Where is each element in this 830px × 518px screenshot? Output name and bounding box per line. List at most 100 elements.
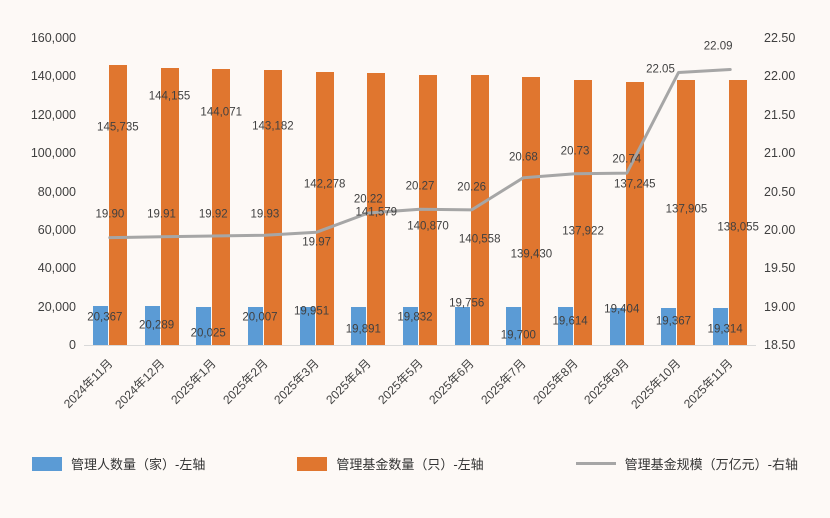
data-label-fund-scale: 19.90 xyxy=(95,208,125,221)
legend: 管理人数量（家）-左轴 管理基金数量（只）-左轴 管理基金规模（万亿元）-右轴 xyxy=(32,454,798,473)
data-label-manager-count: 20,025 xyxy=(190,327,226,340)
data-label-fund-scale: 20.68 xyxy=(508,151,538,164)
data-label-fund-count: 144,155 xyxy=(148,90,191,103)
bar-manager-count xyxy=(351,306,367,345)
y-axis-tick-left: 100,000 xyxy=(30,146,76,161)
bar-manager-count xyxy=(299,306,315,345)
data-label-fund-count: 145,735 xyxy=(97,121,139,134)
legend-item-fund-scale: 管理基金规模（万亿元）-右轴 xyxy=(575,454,798,473)
data-label-fund-count: 140,558 xyxy=(458,233,501,246)
bar-manager-count xyxy=(247,306,263,345)
x-axis-label: 2025年2月 xyxy=(219,356,271,407)
x-axis-label: 2025年4月 xyxy=(323,356,374,407)
bar-fund-count xyxy=(108,65,127,345)
data-label-fund-scale: 20.22 xyxy=(353,193,383,206)
data-label-fund-count: 137,245 xyxy=(613,178,656,191)
y-axis-tick-left: 60,000 xyxy=(37,222,76,237)
bar-fund-count xyxy=(574,80,593,345)
y-axis-tick-left: 120,000 xyxy=(30,107,76,122)
y-axis-tick-right: 20.00 xyxy=(764,222,796,237)
x-axis-label: 2024年11月 xyxy=(60,356,116,411)
data-label-fund-count: 140,870 xyxy=(407,220,449,233)
x-axis-label: 2025年6月 xyxy=(426,356,478,407)
data-label-fund-scale: 19.97 xyxy=(302,236,331,249)
legend-label-fund-scale: 管理基金规模（万亿元）-右轴 xyxy=(624,457,798,472)
data-label-manager-count: 20,289 xyxy=(138,319,175,332)
data-label-fund-count: 142,278 xyxy=(303,178,346,191)
legend-item-manager-count: 管理人数量（家）-左轴 xyxy=(32,454,205,473)
y-axis-tick-left: 0 xyxy=(69,338,76,352)
data-label-manager-count: 20,007 xyxy=(242,311,278,324)
data-label-fund-count: 144,071 xyxy=(200,106,243,119)
bar-fund-count xyxy=(419,74,437,345)
y-axis-tick-left: 140,000 xyxy=(30,69,76,84)
bar-manager-count xyxy=(506,307,522,345)
bar-manager-count xyxy=(609,307,625,345)
data-label-fund-scale: 22.09 xyxy=(703,40,733,53)
data-label-fund-count: 143,182 xyxy=(252,120,294,133)
data-label-fund-scale: 20.73 xyxy=(560,145,590,158)
data-label-manager-count: 19,700 xyxy=(500,329,536,342)
data-label-manager-count: 19,756 xyxy=(449,297,485,310)
x-axis-line xyxy=(84,345,756,346)
y-axis-tick-right: 20.50 xyxy=(764,184,796,199)
bar-fund-count xyxy=(729,80,748,345)
x-axis-label: 2025年5月 xyxy=(374,356,426,407)
data-label-manager-count: 19,404 xyxy=(604,303,640,316)
legend-label-fund-count: 管理基金数量（只）-左轴 xyxy=(336,457,484,472)
data-label-fund-count: 137,905 xyxy=(665,203,708,216)
data-label-manager-count: 20,367 xyxy=(87,311,123,324)
data-label-manager-count: 19,314 xyxy=(707,323,743,336)
bar-manager-count xyxy=(713,307,729,345)
bar-manager-count xyxy=(403,306,418,345)
legend-swatch-orange-bar xyxy=(297,456,328,471)
x-axis-label: 2024年12月 xyxy=(111,356,167,412)
x-axis-label: 2025年3月 xyxy=(271,356,322,407)
y-axis-tick-right: 19.00 xyxy=(764,299,796,314)
data-label-fund-count: 137,922 xyxy=(562,225,604,238)
y-axis-tick-left: 80,000 xyxy=(37,184,76,199)
x-axis-label: 2025年10月 xyxy=(628,356,684,412)
data-label-manager-count: 19,614 xyxy=(552,315,588,328)
x-axis-label: 2025年9月 xyxy=(581,356,633,407)
y-axis-tick-left: 20,000 xyxy=(37,299,76,314)
data-label-fund-count: 139,430 xyxy=(510,248,553,261)
data-label-manager-count: 19,367 xyxy=(655,315,692,328)
bar-fund-count xyxy=(522,77,541,345)
y-axis-tick-right: 22.50 xyxy=(764,31,796,45)
data-label-manager-count: 19,832 xyxy=(397,311,433,324)
data-label-fund-scale: 20.26 xyxy=(457,181,487,194)
data-label-fund-scale: 20.74 xyxy=(612,153,642,166)
bar-fund-count xyxy=(315,72,334,345)
bar-manager-count xyxy=(454,307,470,345)
legend-swatch-gray-line xyxy=(575,462,616,465)
legend-label-manager-count: 管理人数量（家）-左轴 xyxy=(71,457,206,472)
bar-manager-count xyxy=(661,307,677,345)
y-axis-tick-right: 21.00 xyxy=(764,146,796,161)
bar-manager-count xyxy=(558,307,574,345)
bar-manager-count xyxy=(92,305,108,345)
data-label-fund-scale: 19.92 xyxy=(198,208,228,221)
y-axis-tick-left: 160,000 xyxy=(30,31,76,45)
legend-swatch-blue-bar xyxy=(32,456,62,471)
data-label-fund-count: 138,055 xyxy=(717,221,759,234)
y-axis-tick-right: 19.50 xyxy=(764,261,796,276)
data-label-manager-count: 19,951 xyxy=(294,305,330,318)
x-axis-label: 2025年11月 xyxy=(680,356,736,411)
y-axis-tick-right: 22.00 xyxy=(764,69,796,84)
y-axis-tick-right: 18.50 xyxy=(764,338,796,352)
y-axis-tick-left: 40,000 xyxy=(37,261,76,276)
x-axis-label: 2025年1月 xyxy=(168,356,219,407)
data-label-fund-scale: 22.05 xyxy=(646,63,675,76)
data-label-fund-count: 141,579 xyxy=(355,206,398,219)
legend-item-fund-count: 管理基金数量（只）-左轴 xyxy=(297,454,484,473)
bar-manager-count xyxy=(196,306,212,345)
bar-manager-count xyxy=(144,306,160,345)
y-axis-tick-right: 21.50 xyxy=(764,107,796,122)
data-label-fund-scale: 20.27 xyxy=(405,180,435,193)
data-label-manager-count: 19,891 xyxy=(345,323,381,336)
x-axis-label: 2025年7月 xyxy=(478,356,529,407)
data-label-fund-scale: 19.91 xyxy=(147,208,176,221)
x-axis-label: 2025年8月 xyxy=(529,356,581,407)
